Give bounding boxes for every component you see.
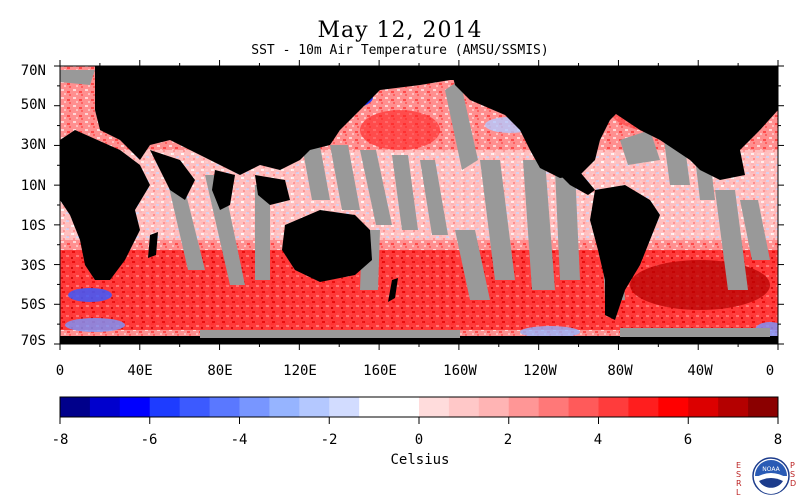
sw-indian-cold (68, 288, 112, 302)
colorbar-swatch (209, 397, 240, 417)
colorbar-swatch (299, 397, 330, 417)
colorbar-tick-label: 0 (414, 432, 424, 448)
lat-label: 50N (20, 97, 46, 113)
lon-label: 0 (55, 363, 65, 379)
colorbar-swatch (329, 397, 360, 417)
map-title: May 12, 2014 (317, 18, 483, 43)
lat-label: 10S (20, 218, 46, 234)
colorbar-frame (59, 396, 779, 418)
lat-label: 70N (20, 63, 46, 79)
lon-label: 40W (687, 363, 713, 379)
antarctic-gray-strip (200, 330, 460, 338)
colorbar-tick-label: -6 (140, 432, 158, 448)
colorbar-swatch (119, 397, 151, 417)
antarctic-cold-a (65, 318, 125, 332)
colorbar-swatch (179, 397, 211, 417)
colorbar-swatch (359, 397, 390, 417)
colorbar-swatch (658, 397, 689, 417)
colorbar-swatch (389, 397, 420, 417)
noaa-logo-text: NOAA (762, 466, 780, 473)
colorbar-tick-label: -8 (51, 432, 69, 448)
colorbar-swatch (568, 397, 599, 417)
lon-label: 0 (765, 363, 775, 379)
antarctic-cold-b (520, 326, 580, 338)
colorbar-swatch (748, 397, 779, 417)
lat-label: 30N (20, 137, 46, 153)
lon-label: 160W (443, 363, 477, 379)
lon-label: 80W (607, 363, 633, 379)
colorbar-tick-label: 2 (503, 432, 513, 448)
lon-label: 160E (363, 363, 397, 379)
noaa-logo: NOAA (752, 457, 790, 495)
colorbar-swatch (598, 397, 629, 417)
colorbar-tick-label: -2 (320, 432, 338, 448)
colorbar-swatch (538, 397, 570, 417)
colorbar-swatch (718, 397, 749, 417)
colorbar-tick-label: 8 (773, 432, 783, 448)
lat-label: 30S (20, 258, 46, 274)
colorbar-swatch (508, 397, 540, 417)
colorbar-swatch (448, 397, 480, 417)
lon-label: 120E (283, 363, 317, 379)
colorbar-swatch (239, 397, 270, 417)
colorbar-tick-label: 6 (683, 432, 693, 448)
lon-label: 120W (523, 363, 557, 379)
lat-label: 50S (20, 297, 46, 313)
colorbar-swatch (478, 397, 510, 417)
lon-label: 80E (207, 363, 233, 379)
south-atlantic-warm (630, 260, 770, 310)
colorbar-swatch (89, 397, 121, 417)
axis-ticks (54, 60, 784, 424)
lat-label: 10N (20, 178, 46, 194)
colorbar-swatch (628, 397, 659, 417)
colorbar-swatch (149, 397, 181, 417)
lon-label: 40E (127, 363, 153, 379)
colorbar-swatch (688, 397, 719, 417)
antarctic-gray-strip-2 (620, 328, 770, 337)
colorbar-tick-label: -4 (230, 432, 248, 448)
colorbar-swatch (60, 397, 91, 417)
colorbar-units-label: Celsius (390, 452, 450, 468)
colorbar-swatch (419, 397, 450, 417)
lat-label: 70S (20, 333, 46, 349)
colorbar-tick-label: 4 (593, 432, 603, 448)
map-subtitle: SST - 10m Air Temperature (AMSU/SSMIS) (251, 43, 549, 58)
colorbar (60, 397, 779, 417)
colorbar-swatch (269, 397, 300, 417)
north-pacific-warm (360, 110, 440, 150)
